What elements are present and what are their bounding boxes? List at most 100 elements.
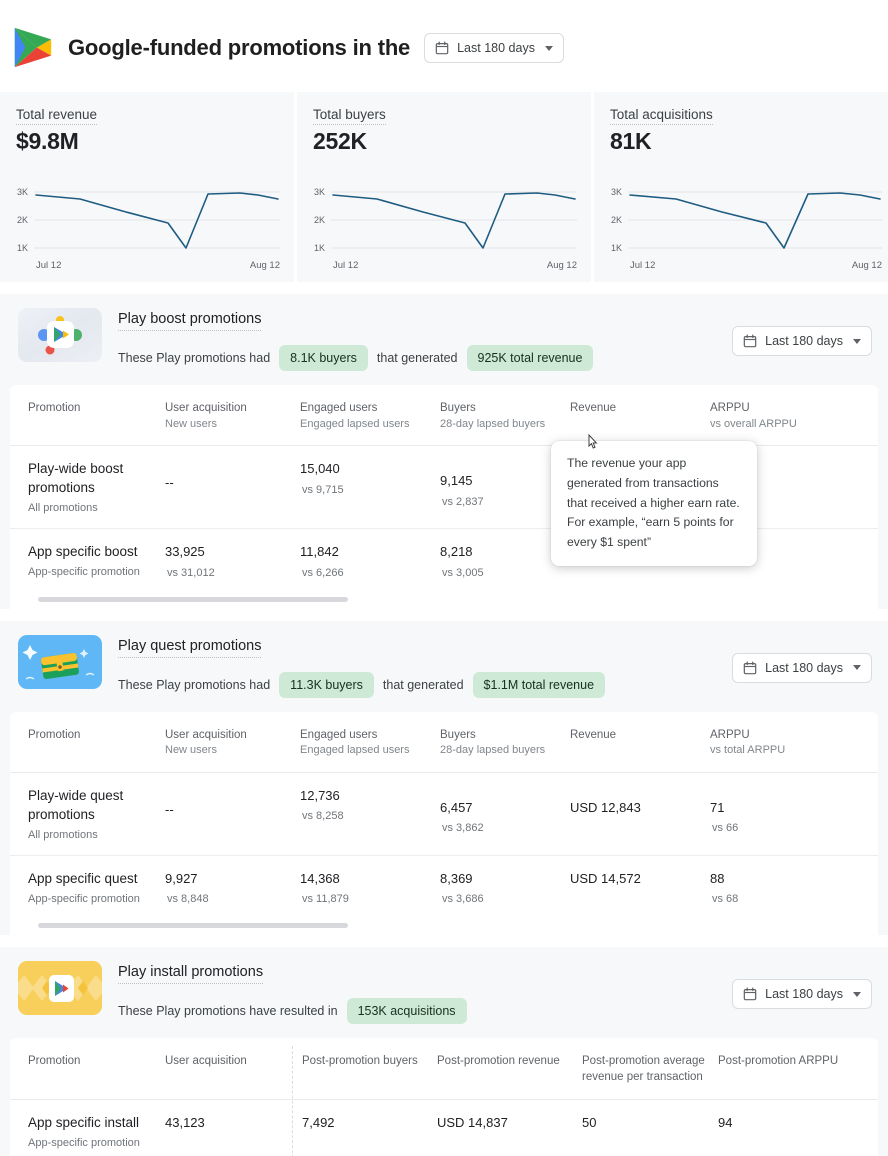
summary-buyers-pill: 8.1K buyers (279, 345, 368, 371)
column-engaged-users[interactable]: Engaged users Engaged lapsed users (300, 385, 440, 447)
section-date-range-selector[interactable]: Last 180 days (732, 979, 872, 1010)
section-date-range-selector[interactable]: Last 180 days (732, 652, 872, 683)
quest-promotions-table: Promotion User acquisition New users Enga… (10, 711, 878, 920)
kpi-value: $9.8M (16, 128, 79, 154)
kpi-card-total-buyers: Total buyers 252K 3K 2K 1K Jul 12 Aug 12 (297, 92, 591, 282)
column-engaged-users[interactable]: Engaged users Engaged lapsed users (300, 711, 440, 773)
cell-post-promotion-avg-revenue: 50 (582, 1115, 597, 1131)
cell-post-promotion-arppu: 94 (718, 1115, 733, 1131)
cell-buyers: 8,369 vs 3,686 (440, 870, 484, 906)
svg-text:1K: 1K (17, 243, 28, 253)
scrollbar-thumb[interactable] (38, 596, 348, 602)
cell-user-acquisition: -- (165, 445, 300, 530)
kpi-card-row: Total revenue $9.8M 3K 2K 1K Jul 12 Aug … (0, 92, 888, 282)
svg-text:3K: 3K (611, 187, 622, 197)
section-date-wrap: Last 180 days (732, 961, 872, 1010)
svg-text:Aug 12: Aug 12 (547, 260, 577, 271)
install-promotions-table-wrapper: Promotion User acquisition Post-promotio… (10, 1038, 878, 1156)
section-text-block: Play boost promotions These Play promoti… (118, 308, 716, 371)
column-post-promotion-avg-revenue-per-transaction[interactable]: Post-promotion average revenue per trans… (582, 1038, 718, 1101)
cell-engaged-users: 11,842 vs 6,266 (300, 544, 344, 579)
column-user-acquisition[interactable]: User acquisition New users (165, 711, 300, 773)
section-date-range-label: Last 180 days (765, 660, 843, 675)
table-header-row: Promotion User acquisition Post-promotio… (10, 1038, 878, 1101)
table-header-row: Promotion User acquisition New users Enga… (10, 711, 878, 773)
section-summary: These Play promotions had 11.3K buyers t… (118, 671, 716, 698)
summary-mid-text: that generated (382, 677, 464, 692)
header-date-range-label: Last 180 days (457, 41, 535, 55)
cell-post-promotion-buyers: 7,492 (302, 1115, 335, 1131)
scrollbar-thumb[interactable] (38, 923, 348, 929)
table-row[interactable]: App specific install App-specific promoti… (10, 1100, 878, 1156)
column-promotion[interactable]: Promotion (10, 711, 165, 773)
cell-buyers: 8,218 vs 3,005 (440, 544, 484, 579)
cell-engaged-users: 15,040 vs 9,715 (300, 445, 440, 530)
svg-text:2K: 2K (17, 215, 28, 225)
section-summary: These Play promotions have resulted in 1… (118, 998, 716, 1025)
kpi-value: 252K (313, 128, 367, 154)
section-play-install-promotions: Play install promotions These Play promo… (0, 947, 888, 1156)
cell-promotion-name: App specific install App-specific promoti… (28, 1115, 140, 1150)
kpi-label: Total revenue (16, 107, 98, 125)
section-text-block: Play install promotions These Play promo… (118, 961, 716, 1025)
column-post-promotion-revenue[interactable]: Post-promotion revenue (437, 1038, 582, 1101)
column-post-promotion-arppu[interactable]: Post-promotion ARPPU (718, 1038, 878, 1101)
kpi-sparkline-chart: 3K 2K 1K Jul 12 Aug 12 (17, 187, 280, 271)
summary-revenue-pill: 925K total revenue (466, 345, 594, 371)
svg-text:2K: 2K (314, 215, 325, 225)
table-row[interactable]: Play-wide quest promotions All promotions… (10, 772, 878, 856)
kpi-value: 81K (610, 128, 652, 154)
column-buyers[interactable]: Buyers 28-day lapsed buyers (440, 385, 570, 447)
chevron-down-icon (853, 665, 861, 671)
column-revenue[interactable]: Revenue (570, 385, 710, 447)
calendar-icon (743, 334, 757, 348)
column-arppu[interactable]: ARPPU vs overall ARPPU (710, 385, 878, 447)
summary-prefix-text: These Play promotions had (118, 351, 271, 365)
chevron-down-icon (544, 45, 553, 51)
column-post-promotion-buyers[interactable]: Post-promotion buyers (302, 1038, 437, 1101)
column-user-acquisition[interactable]: User acquisition (165, 1038, 302, 1101)
column-revenue[interactable]: Revenue (570, 711, 710, 773)
cell-user-acquisition: 9,927 vs 8,848 (165, 870, 209, 906)
play-quest-icon (18, 634, 102, 689)
calendar-icon (435, 41, 449, 55)
summary-acquisitions-pill: 153K acquisitions (346, 998, 467, 1025)
cell-engaged-users: 12,736 vs 8,258 (300, 772, 440, 856)
section-header: Play quest promotions These Play promoti… (0, 634, 888, 698)
cell-promotion-name: App specific quest App-specific promotion (28, 870, 140, 905)
table-header-row: Promotion User acquisition New users Enga… (10, 385, 878, 447)
kpi-card-total-revenue: Total revenue $9.8M 3K 2K 1K Jul 12 Aug … (0, 92, 294, 282)
frozen-column-divider (292, 1046, 293, 1156)
cell-promotion-name: Play-wide quest promotions All promotions (10, 772, 165, 856)
section-date-wrap: Last 180 days (732, 635, 872, 683)
column-promotion[interactable]: Promotion (10, 1038, 165, 1101)
kpi-sparkline-chart: 3K 2K 1K Jul 12 Aug 12 (611, 187, 882, 271)
cell-buyers: 9,145 vs 2,837 (440, 445, 570, 530)
quest-promotions-table-wrapper: Promotion User acquisition New users Enga… (10, 711, 878, 936)
kpi-label: Total buyers (313, 107, 386, 125)
table-horizontal-scrollbar[interactable] (10, 592, 878, 609)
svg-text:Aug 12: Aug 12 (852, 260, 882, 271)
section-play-boost-promotions: Play boost promotions These Play promoti… (0, 294, 888, 609)
table-horizontal-scrollbar[interactable] (10, 919, 878, 936)
summary-prefix-text: These Play promotions had (118, 677, 271, 692)
svg-text:1K: 1K (314, 243, 325, 253)
column-promotion[interactable]: Promotion (10, 385, 165, 447)
header-date-range-selector[interactable]: Last 180 days (424, 33, 564, 63)
column-user-acquisition[interactable]: User acquisition New users (165, 385, 300, 447)
svg-text:Jul 12: Jul 12 (36, 260, 61, 271)
chevron-down-icon (853, 991, 861, 997)
play-boost-icon (18, 308, 102, 362)
svg-text:Aug 12: Aug 12 (250, 260, 280, 271)
kpi-sparkline-chart: 3K 2K 1K Jul 12 Aug 12 (314, 187, 577, 271)
column-arppu[interactable]: ARPPU vs total ARPPU (710, 711, 878, 773)
summary-mid-text: that generated (376, 351, 458, 365)
column-buyers[interactable]: Buyers 28-day lapsed buyers (440, 711, 570, 773)
table-row[interactable]: App specific quest App-specific promotion… (10, 855, 878, 919)
page-header: Google-funded promotions in the Last 180… (0, 0, 888, 92)
cell-user-acquisition: 43,123 (165, 1115, 205, 1131)
cell-buyers: 6,457 vs 3,862 (440, 772, 570, 856)
section-date-range-selector[interactable]: Last 180 days (732, 326, 872, 356)
cell-promotion-name: App specific boost App-specific promotion (28, 544, 140, 579)
